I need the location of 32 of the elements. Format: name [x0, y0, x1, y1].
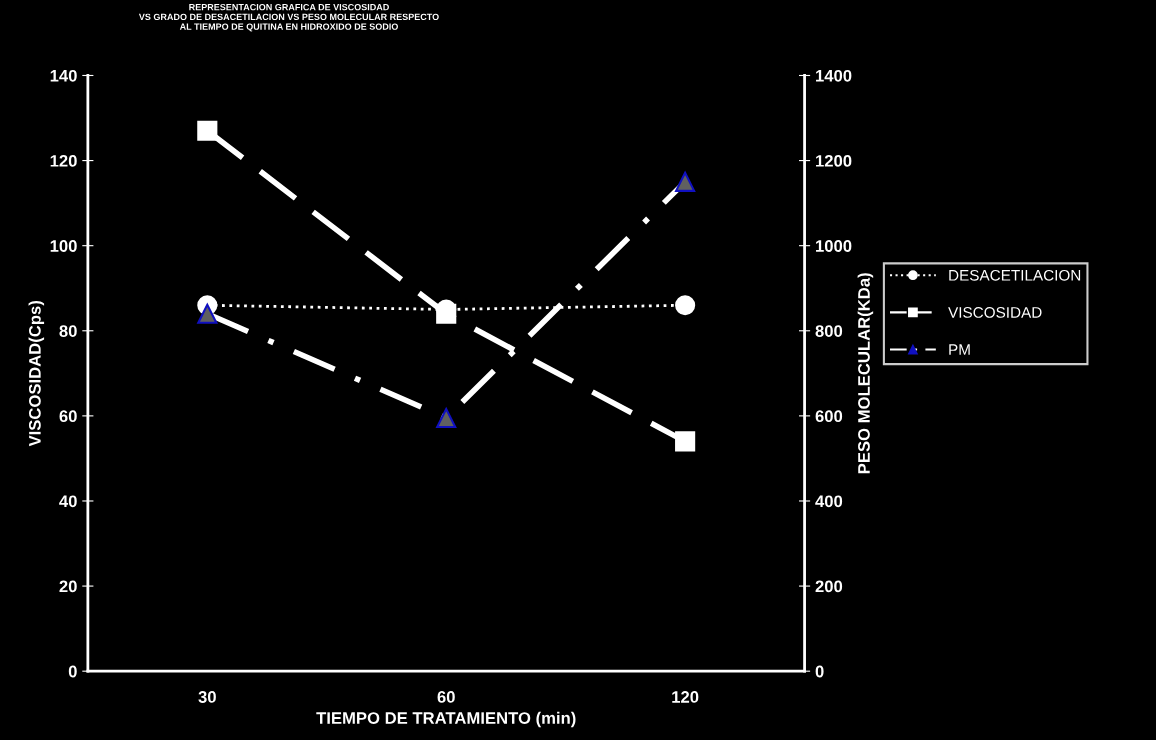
- y-tick-label: 120: [50, 154, 77, 167]
- point: [675, 431, 696, 452]
- y-axis-title: VISCOSIDAD(Cps): [28, 301, 45, 447]
- y-tick-label: 80: [59, 325, 77, 337]
- y2-tick-label: 1000: [816, 240, 852, 252]
- y-tick-label: 20: [59, 580, 77, 593]
- y2-tick-label: 1400: [816, 69, 852, 82]
- y-tick-label: 40: [59, 495, 77, 508]
- y-tick-label: 100: [50, 240, 77, 252]
- x-tick-label: 60: [437, 691, 455, 703]
- y2-tick-label: 1200: [816, 154, 852, 167]
- y-tick-label: 140: [50, 69, 77, 82]
- legend-label: DESACETILACION: [949, 269, 1081, 281]
- x-tick-label: 30: [198, 691, 216, 703]
- legend-label: PM: [949, 344, 970, 355]
- x-tick-label: 120: [672, 691, 699, 703]
- point: [197, 120, 218, 141]
- y2-tick-label: 600: [815, 410, 843, 423]
- x-axis-title: TIEMPO DE TRATAMIENTO (min): [316, 711, 576, 728]
- y2-tick-label: 400: [815, 495, 843, 508]
- point: [436, 407, 457, 429]
- point: [675, 171, 696, 192]
- point: [197, 303, 218, 324]
- y2-tick-label: 0: [815, 665, 824, 678]
- y-tick-label: 0: [68, 665, 77, 678]
- chart-title: REPRESENTACION GRAFICA DE VISCOSIDAD VS GRADO DE DESACETILACION VS PESO MOLECULAR RESPECTO AL TIEMPO DE QUITINA EN HIDROXIDO DE SODIO: [138, 3, 439, 32]
- legend-label: VISCOSIDAD: [948, 307, 1042, 318]
- y2-tick-label: 800: [815, 325, 843, 337]
- y-tick-label: 60: [59, 410, 77, 423]
- y2-axis-title: PESO MOLECULAR(KDa): [857, 273, 874, 474]
- y2-tick-label: 200: [815, 580, 843, 593]
- point: [675, 295, 696, 316]
